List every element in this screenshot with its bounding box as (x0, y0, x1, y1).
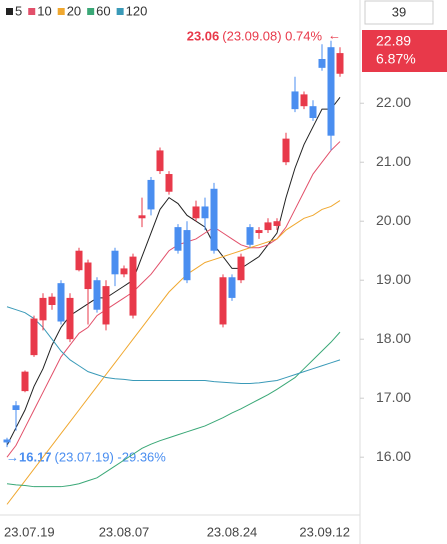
y-tick-label: 16.00 (376, 448, 411, 464)
candle-body (300, 94, 308, 107)
legend-swatch (87, 8, 95, 15)
y-tick-label: 20.00 (376, 212, 411, 228)
legend-label: 10 (37, 3, 51, 18)
legend-swatch (6, 8, 13, 15)
candle-body (30, 318, 38, 356)
candle-body (12, 405, 20, 410)
candle-body (336, 53, 344, 74)
candle-body (201, 206, 209, 219)
candle-body (309, 106, 317, 118)
candle-body (327, 47, 335, 136)
high-value: 23.06 (187, 28, 220, 43)
y-tick-label: 21.00 (376, 153, 411, 169)
candle-body (174, 227, 182, 251)
ma-line (6, 306, 341, 384)
candle-body (183, 230, 191, 281)
y-tick-label: 19.00 (376, 271, 411, 287)
candle-body (48, 296, 56, 305)
y-tick-label: 22.00 (376, 94, 411, 110)
x-tick-label: 23.08.24 (207, 524, 258, 539)
candle-body (264, 222, 272, 231)
x-tick-label: 23.09.12 (299, 524, 350, 539)
last-change: 6.87% (376, 51, 416, 67)
candle-body (3, 439, 11, 443)
low-detail: (23.07.19) -29.36% (55, 449, 167, 464)
legend-swatch (116, 8, 124, 15)
candle-body (57, 283, 65, 322)
ma-line (6, 97, 341, 446)
candle-body (165, 174, 173, 192)
legend-swatch (28, 8, 36, 15)
candle-body (246, 227, 254, 245)
candle-body (120, 268, 128, 275)
candle-body (291, 91, 299, 110)
low-arrow: → (6, 449, 19, 464)
ma-line (6, 200, 341, 505)
count-box[interactable] (364, 0, 434, 25)
candle-body (147, 179, 155, 210)
candle-body (282, 138, 290, 163)
candle-body (219, 277, 227, 325)
candle-body (192, 206, 200, 219)
low-value: 16.17 (19, 449, 52, 464)
candle-body (21, 371, 29, 392)
candle-body (93, 280, 101, 310)
legend-swatch (57, 8, 65, 15)
x-tick-label: 23.07.19 (4, 524, 55, 539)
candle-body (102, 286, 110, 325)
candle-body (129, 256, 137, 316)
candle-body (75, 250, 83, 271)
candle-body (111, 250, 119, 275)
candle-body (228, 277, 236, 298)
count-text: 39 (392, 4, 406, 19)
candle-body (84, 262, 92, 290)
x-tick-label: 23.08.07 (99, 524, 150, 539)
legend-label: 60 (96, 3, 110, 18)
ma-line (6, 141, 341, 458)
legend-label: 20 (67, 3, 81, 18)
candle-body (273, 221, 281, 226)
last-price: 22.89 (376, 33, 411, 49)
price-box (362, 30, 447, 72)
y-tick-label: 17.00 (376, 389, 411, 405)
candle-body (255, 230, 263, 234)
candle-body (237, 256, 245, 281)
candle-body (138, 215, 146, 219)
legend-label: 120 (126, 3, 148, 18)
ma-line (6, 331, 341, 488)
high-arrow: ← (328, 27, 341, 42)
candle-body (210, 188, 218, 251)
candle-body (39, 297, 47, 321)
legend-label: 5 (15, 3, 22, 18)
y-tick-label: 18.00 (376, 330, 411, 346)
candle-body (156, 150, 164, 172)
high-detail: (23.09.08) 0.74% (222, 28, 322, 43)
candle-body (66, 297, 74, 340)
candle-body (318, 58, 326, 68)
